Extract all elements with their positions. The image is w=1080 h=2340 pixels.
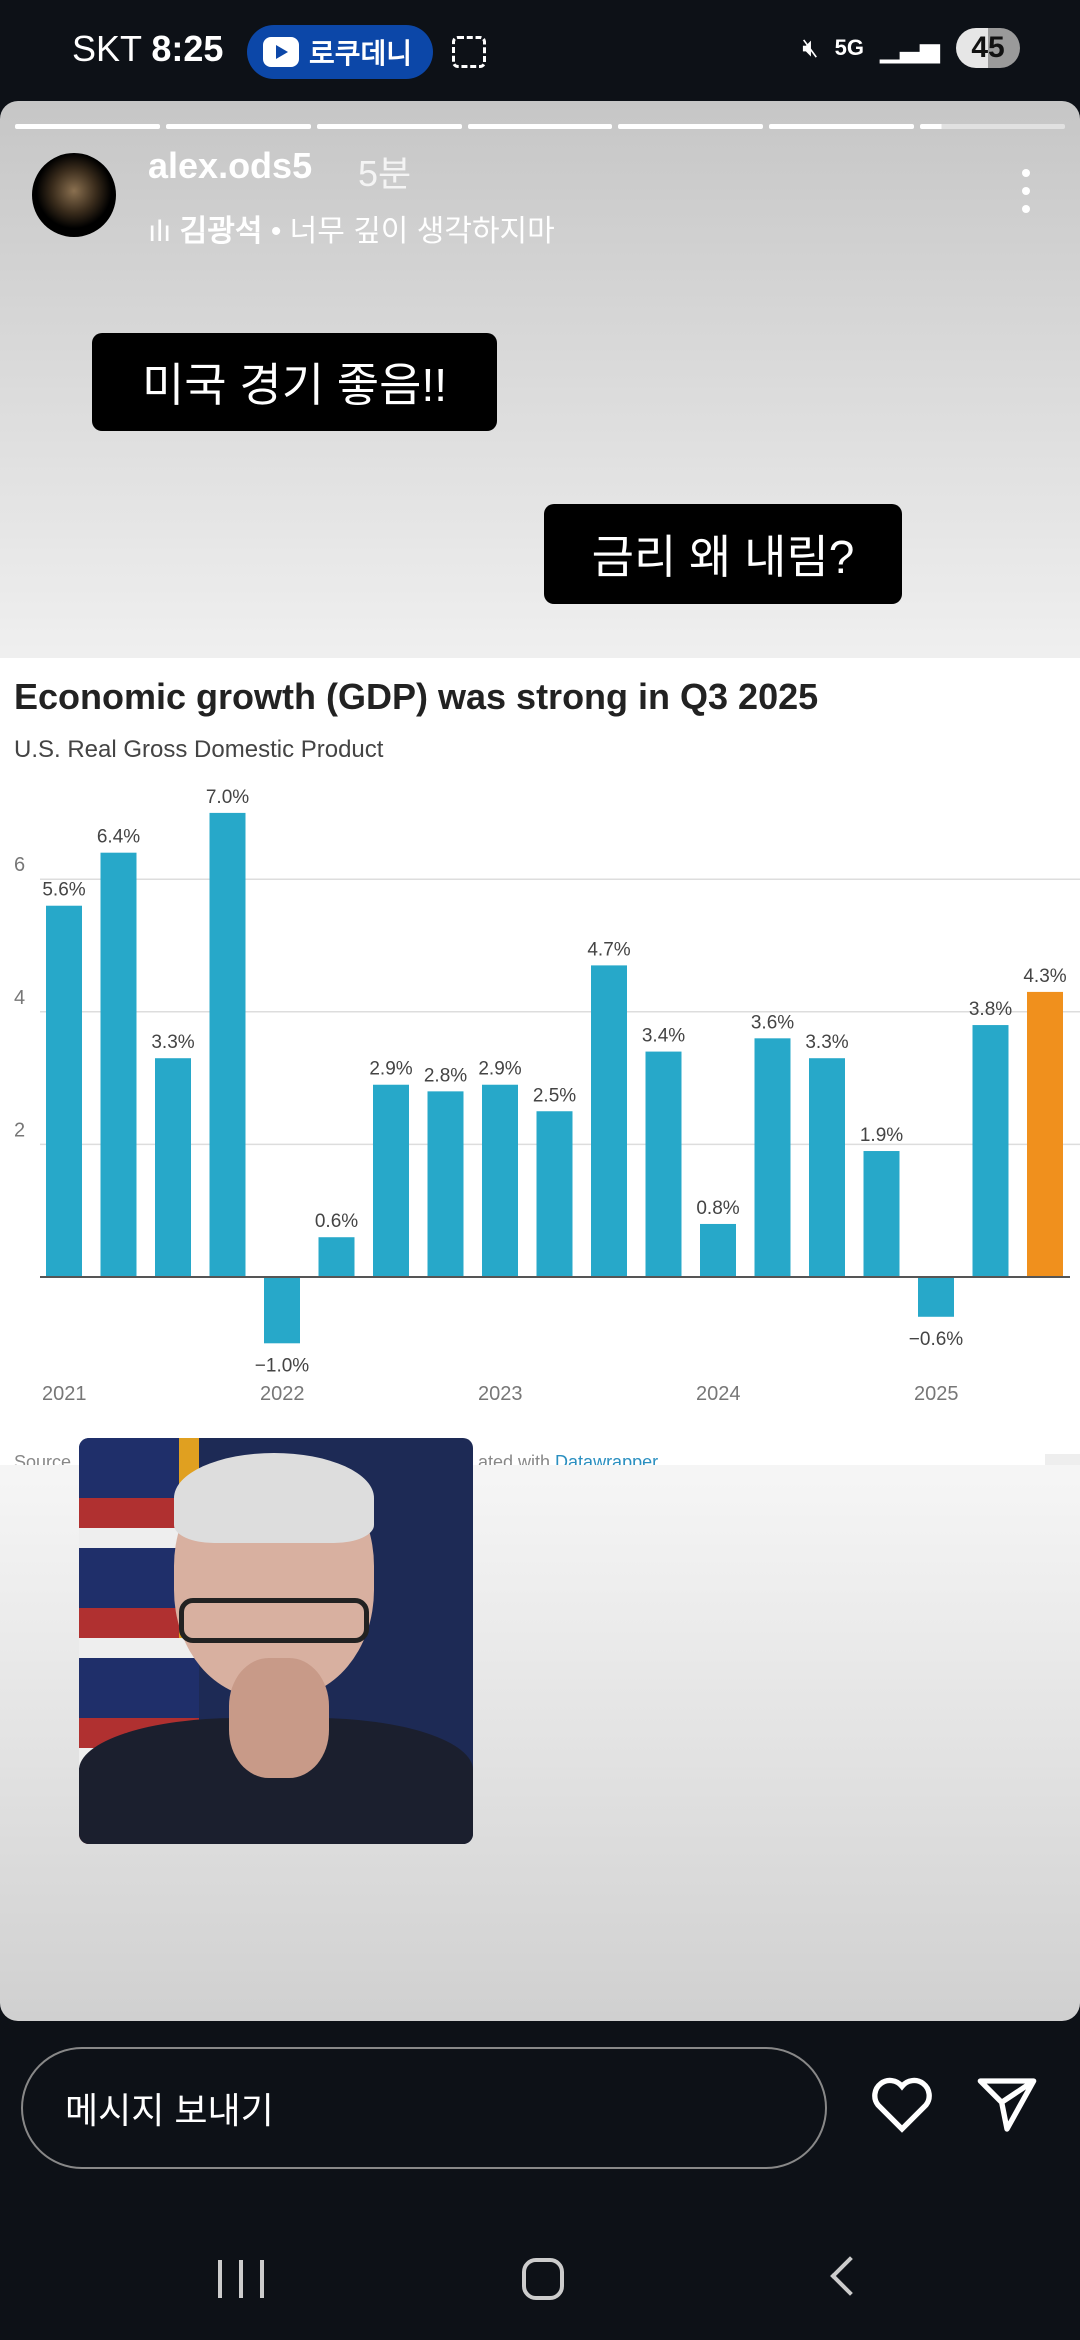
bar bbox=[427, 1091, 464, 1277]
time-ago: 5분 bbox=[358, 153, 412, 194]
source-label: Source bbox=[14, 1452, 71, 1465]
bar bbox=[373, 1084, 409, 1277]
bar bbox=[863, 1151, 900, 1277]
data-label: 0.6% bbox=[315, 1211, 358, 1232]
mute-icon: 🔇︎ bbox=[802, 32, 819, 62]
data-label: 2.5% bbox=[533, 1085, 576, 1106]
bar bbox=[46, 905, 82, 1277]
data-label: 2.9% bbox=[369, 1059, 412, 1080]
bar bbox=[809, 1058, 845, 1277]
y-tick-label: 6 bbox=[14, 854, 25, 876]
music-info[interactable]: ılı 김광석 • 너무 깊이 생각하지마 bbox=[148, 215, 555, 248]
bar bbox=[918, 1277, 954, 1317]
data-label: 3.4% bbox=[642, 1026, 685, 1047]
datawrapper-link[interactable]: Datawrapper bbox=[555, 1452, 658, 1465]
bar bbox=[100, 852, 137, 1277]
data-label: 5.6% bbox=[42, 880, 85, 901]
powell-photo bbox=[79, 1438, 473, 1844]
chart-subtitle: U.S. Real Gross Domestic Product bbox=[14, 736, 384, 763]
bar bbox=[209, 812, 246, 1277]
x-tick-label: 2025 bbox=[914, 1383, 959, 1405]
data-label: 7.0% bbox=[206, 787, 249, 808]
story-progress bbox=[15, 124, 1066, 129]
gdp-chart: 2 4 6 5.6% 6.4% 3.3% 7.0% −1.0% 0.6% 2.9% 2.8% 2.9%… bbox=[0, 658, 1080, 1465]
status-bar: SKT 8:25 로쿠데니 🔇︎ 5G ▁▃▅ 45 bbox=[0, 0, 1080, 100]
battery-icon: 45 bbox=[956, 28, 1020, 68]
data-label: 3.3% bbox=[151, 1032, 194, 1053]
home-button[interactable] bbox=[522, 2258, 564, 2300]
chart-svg: 2 4 6 5.6% 6.4% 3.3% 7.0% −1.0% 0.6% 2.9% 2.8% 2.9%… bbox=[14, 787, 1080, 1465]
bar bbox=[318, 1237, 355, 1277]
audio-icon: ılı bbox=[148, 215, 180, 248]
bar bbox=[754, 1038, 791, 1277]
scroll-marker bbox=[1045, 1454, 1080, 1465]
youtube-icon bbox=[263, 37, 299, 67]
data-label: 3.6% bbox=[751, 1012, 794, 1033]
media-pill-label: 로쿠데니 bbox=[309, 38, 413, 69]
bar bbox=[1027, 991, 1063, 1277]
data-label: 4.7% bbox=[587, 939, 630, 960]
x-tick-label: 2023 bbox=[478, 1383, 523, 1405]
data-label: 0.8% bbox=[696, 1198, 739, 1219]
data-label: 2.9% bbox=[478, 1059, 521, 1080]
bar bbox=[591, 965, 627, 1277]
carrier-time: SKT 8:25 bbox=[72, 28, 224, 69]
x-tick-label: 2022 bbox=[260, 1383, 305, 1405]
bar bbox=[264, 1277, 300, 1344]
data-label: 4.3% bbox=[1023, 966, 1066, 987]
data-label: 6.4% bbox=[97, 827, 140, 848]
avatar[interactable] bbox=[32, 153, 116, 237]
username[interactable]: alex.ods5 bbox=[148, 145, 313, 186]
bar bbox=[700, 1223, 736, 1277]
bar bbox=[155, 1058, 191, 1277]
data-label: 3.8% bbox=[969, 999, 1012, 1020]
send-icon[interactable] bbox=[975, 2075, 1039, 2135]
y-tick-label: 2 bbox=[14, 1119, 25, 1141]
story-text-2: 금리 왜 내림? bbox=[544, 504, 902, 604]
x-tick-label: 2024 bbox=[696, 1383, 741, 1405]
back-button[interactable] bbox=[830, 2256, 870, 2296]
bar bbox=[482, 1084, 518, 1277]
message-input[interactable]: 메시지 보내기 bbox=[21, 2047, 827, 2169]
data-label: −1.0% bbox=[255, 1355, 310, 1376]
recents-button[interactable] bbox=[218, 2260, 264, 2298]
data-label: 2.8% bbox=[424, 1065, 467, 1086]
screenshot-icon bbox=[452, 36, 486, 68]
signal-icon: ▁▃▅ bbox=[880, 32, 940, 63]
bar bbox=[645, 1051, 682, 1277]
y-tick-label: 4 bbox=[14, 987, 25, 1009]
story-card[interactable]: alex.ods5 5분 ılı 김광석 • 너무 깊이 생각하지마 미국 경기… bbox=[0, 101, 1080, 2021]
media-pill[interactable]: 로쿠데니 bbox=[247, 25, 433, 79]
bar bbox=[972, 1025, 1009, 1277]
data-label: 1.9% bbox=[860, 1125, 903, 1146]
data-label: −0.6% bbox=[909, 1329, 964, 1350]
chart-title: Economic growth (GDP) was strong in Q3 2… bbox=[14, 676, 819, 717]
heart-icon[interactable] bbox=[870, 2075, 934, 2135]
x-tick-label: 2021 bbox=[42, 1383, 87, 1405]
story-text-1: 미국 경기 좋음!! bbox=[92, 333, 497, 431]
more-options-icon[interactable] bbox=[1022, 169, 1030, 213]
credit-text: ated with Datawrapper bbox=[478, 1452, 658, 1465]
bar bbox=[536, 1111, 573, 1277]
data-label: 3.3% bbox=[805, 1032, 848, 1053]
network-icon: 5G bbox=[834, 35, 864, 60]
